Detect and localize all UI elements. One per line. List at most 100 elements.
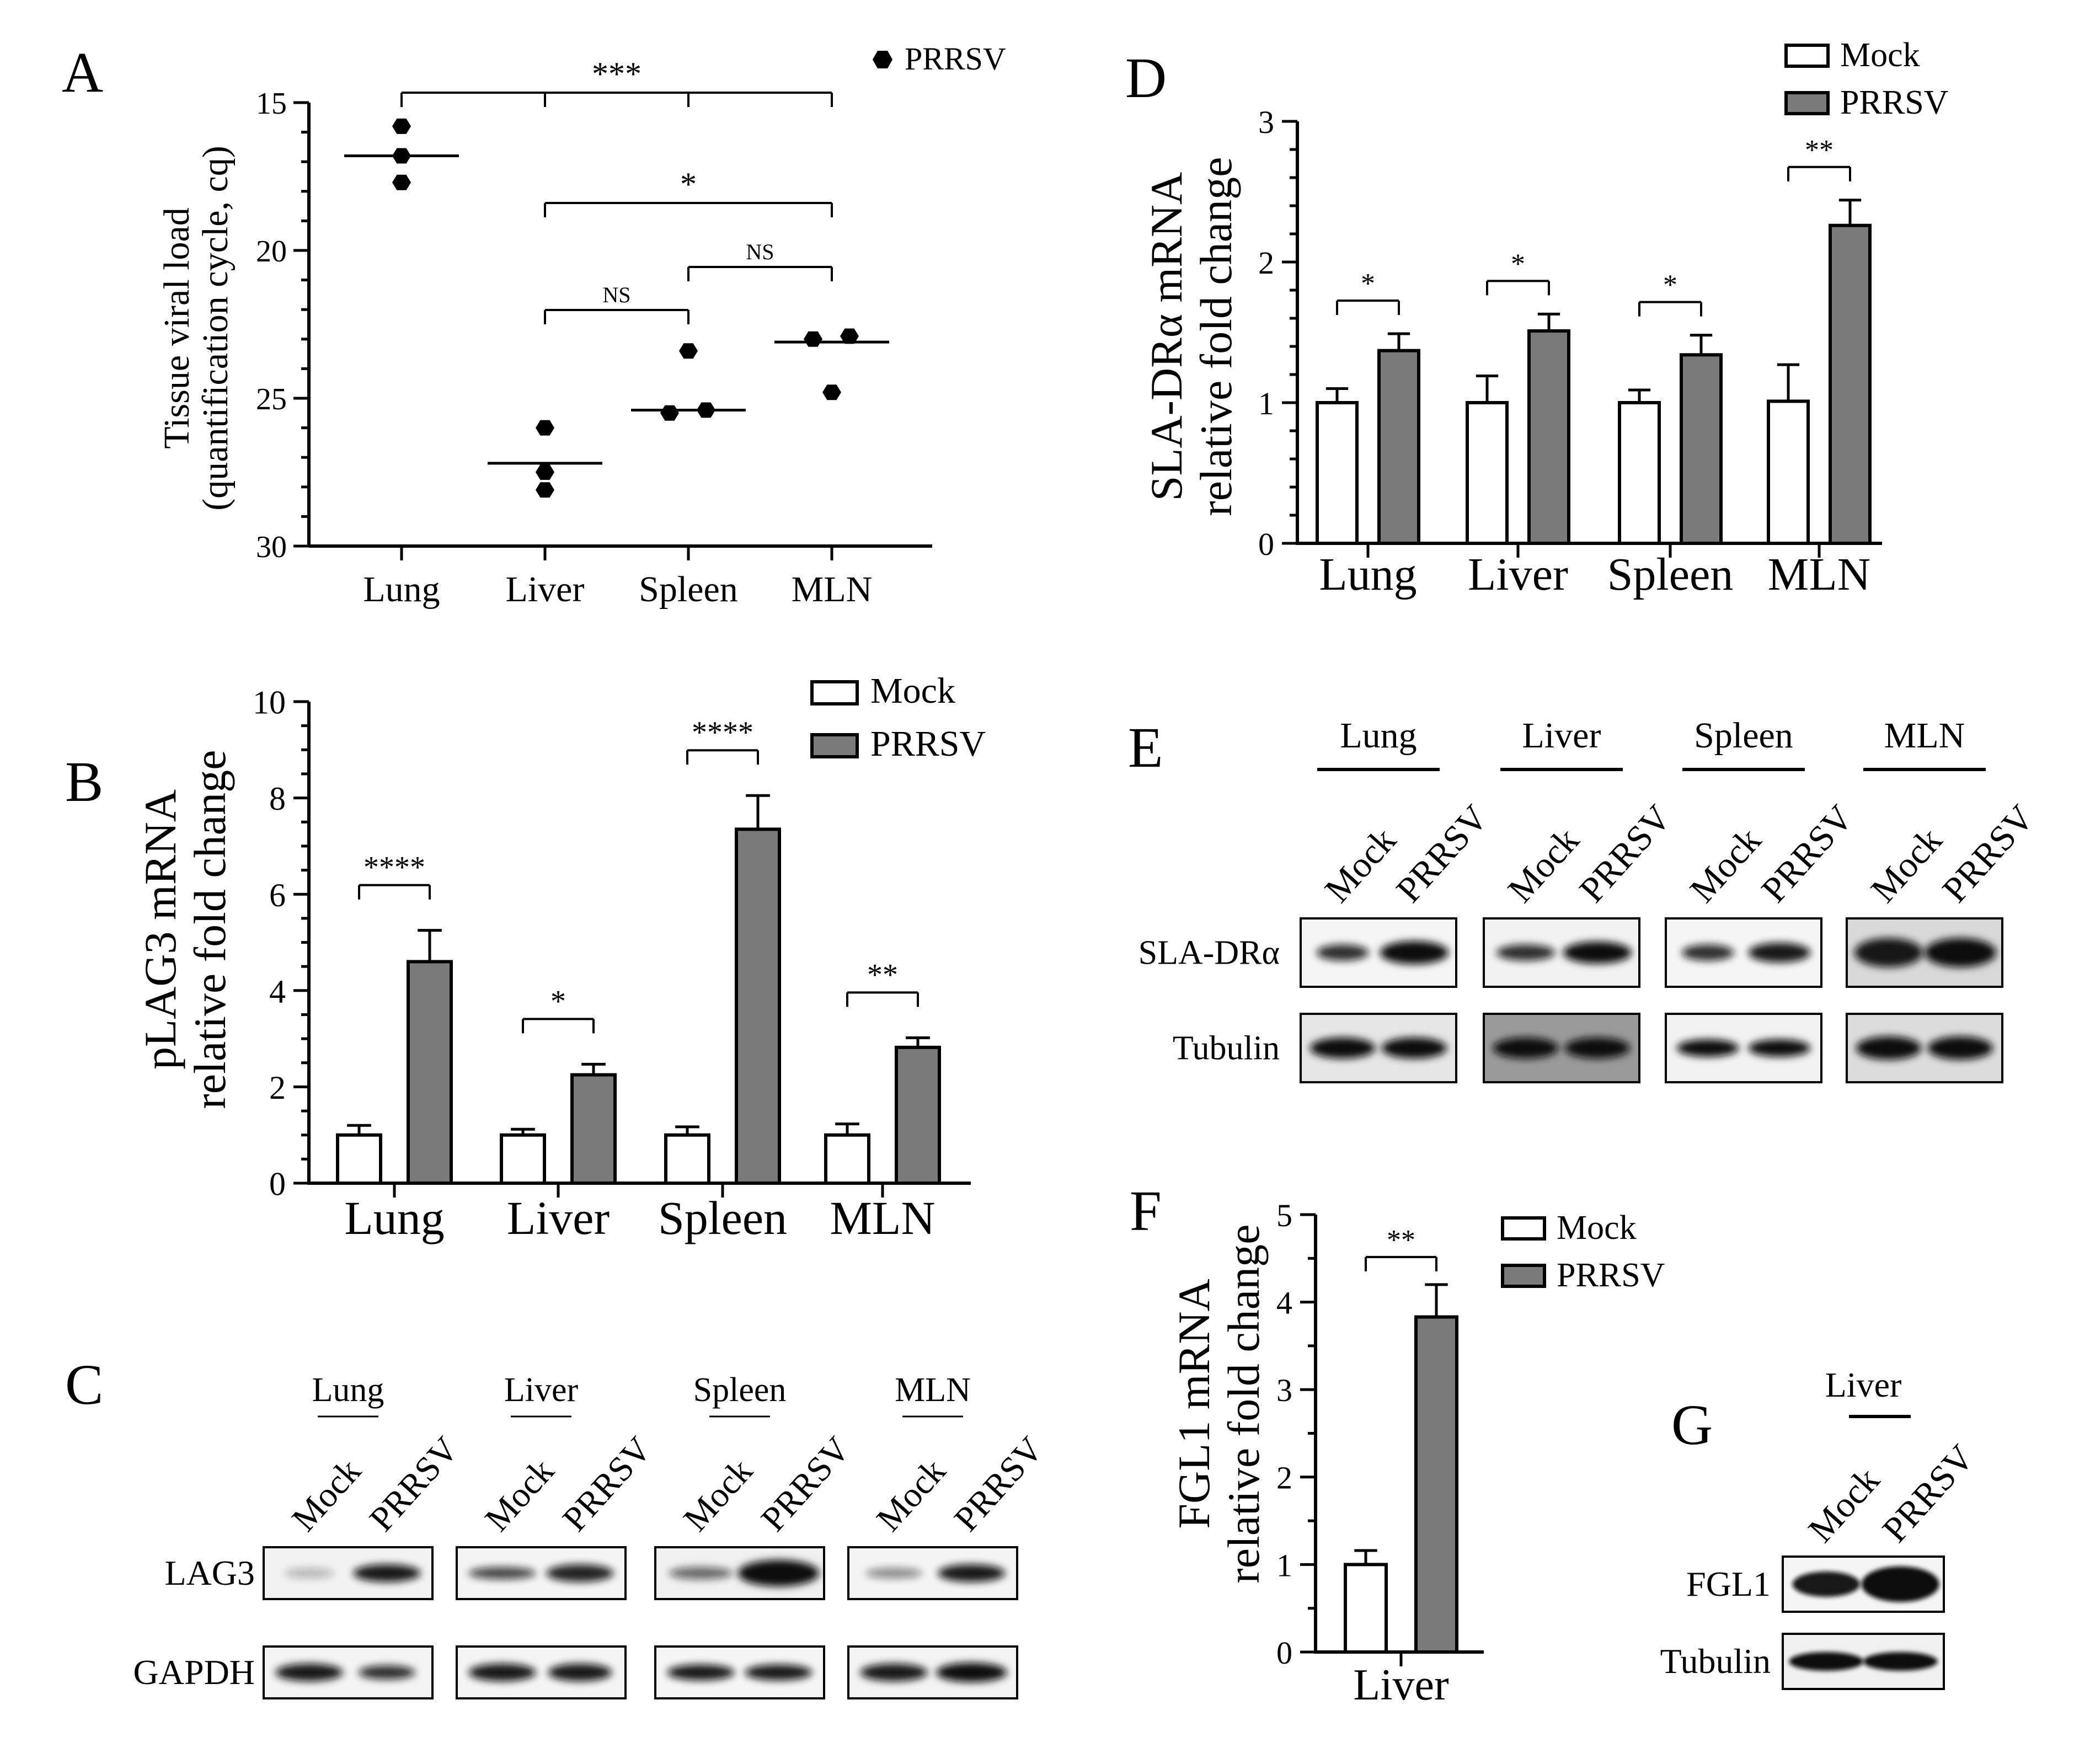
x-tick-label-liver: Liver — [507, 1191, 610, 1244]
panel-d-legend: Mock PRRSV — [1784, 36, 1949, 121]
significance-label: NS — [602, 282, 630, 307]
blot-band — [1924, 938, 1997, 967]
data-point-lung — [392, 148, 411, 164]
bar-mock-liver — [1344, 1563, 1388, 1654]
significance-bracket: ** — [1787, 135, 1851, 181]
blot-row-label-fgl1: FGL1 — [1686, 1564, 1771, 1603]
panel-a-ylabel-line2: (quantification cycle, cq) — [195, 146, 236, 511]
legend-prrsv-swatch — [810, 733, 859, 758]
significance-label: ** — [1387, 1225, 1415, 1256]
blot-lane-label-mock: Mock — [1682, 820, 1769, 910]
blot-band — [468, 1664, 536, 1681]
blot-lane-label-mock: Mock — [1863, 820, 1950, 910]
legend-prrsv-label: PRRSV — [1557, 1257, 1665, 1294]
bar-mock-mln — [824, 1133, 870, 1185]
y-tick-label: 0 — [1276, 1635, 1292, 1671]
panel-letter-f: F — [1130, 1179, 1162, 1243]
blot-band — [1681, 944, 1734, 961]
y-tick-label: 1 — [1276, 1547, 1292, 1583]
x-tick-label-lung: Lung — [1319, 549, 1417, 600]
blot-band — [938, 1564, 1006, 1582]
legend-prrsv-swatch — [1784, 91, 1830, 115]
blot-band — [1309, 1038, 1376, 1059]
blot-band — [548, 1664, 612, 1681]
panel-letter-e: E — [1128, 716, 1163, 779]
bar-prrsv-liver — [1414, 1315, 1458, 1654]
data-point-liver — [536, 464, 554, 480]
y-tick-label: 10 — [253, 685, 286, 721]
legend-mock-swatch — [1501, 1216, 1546, 1241]
bar-mock-liver — [500, 1133, 546, 1185]
panel-b-ylabel-line2: relative fold change — [185, 750, 235, 1109]
bar-prrsv-mln — [895, 1045, 941, 1185]
blot-band — [275, 1664, 343, 1681]
y-tick-label: 1 — [1258, 386, 1274, 421]
panel-d-ylabel-line2: relative fold change — [1191, 157, 1241, 516]
data-point-lung — [392, 174, 411, 190]
legend-prrsv-label: PRRSV — [870, 724, 986, 764]
blot-band — [468, 1567, 536, 1580]
panel-b-ylabel: pLAG3 mRNA relative fold change — [135, 750, 235, 1109]
blot-lane-label-prrsv: PRRSV — [947, 1429, 1050, 1538]
blot-band — [1748, 1039, 1811, 1057]
blot-band — [358, 1665, 415, 1680]
blot-band — [546, 1564, 614, 1582]
blot-lane-label-mock: Mock — [477, 1451, 562, 1538]
blot-band — [353, 1564, 421, 1582]
bar-prrsv-liver — [1527, 329, 1570, 545]
blot-lane-label-mock: Mock — [284, 1451, 368, 1538]
x-tick-label-spleen: Spleen — [639, 569, 738, 610]
data-point-spleen — [660, 405, 679, 421]
blot-row-label-gapdh: GAPDH — [133, 1653, 255, 1692]
panel-b-ylabel-line1: pLAG3 mRNA — [135, 789, 185, 1070]
y-tick-label: 20 — [256, 234, 287, 269]
blot-band — [737, 1560, 820, 1586]
bar-mock-mln — [1767, 399, 1810, 545]
blot-row-label-lag3: LAG3 — [164, 1553, 255, 1592]
blot-band — [1927, 1036, 1993, 1060]
legend-prrsv-swatch — [1501, 1264, 1546, 1288]
panel-b-bar-chart: 0 2 4 6 8 10 Lung **** Liver * Spleen **** MLN ** — [253, 685, 971, 1244]
blot-band — [1676, 1039, 1739, 1057]
blot-row-label-sla-dr: SLA-DRα — [1138, 934, 1280, 971]
x-tick-label-lung: Lung — [344, 1191, 445, 1244]
panel-letter-c: C — [65, 1353, 103, 1416]
y-tick-label: 4 — [1276, 1285, 1292, 1321]
y-tick-label: 0 — [269, 1166, 286, 1202]
blot-lane-label-prrsv: PRRSV — [1875, 1437, 1982, 1550]
bar-prrsv-spleen — [735, 827, 781, 1185]
blot-row-label-tubulin: Tubulin — [1173, 1029, 1280, 1067]
blot-group-label-mln: MLN — [895, 1371, 971, 1409]
y-tick-label: 0 — [1258, 526, 1274, 562]
x-tick-label-lung: Lung — [363, 569, 440, 610]
panel-f-bar-chart: 0 1 2 3 4 5 Liver ** — [1276, 1198, 1484, 1709]
blot-lane-label-prrsv: PRRSV — [1388, 798, 1495, 910]
y-tick-label: 5 — [1276, 1198, 1292, 1233]
blot-group-label-lung: Lung — [1340, 715, 1417, 756]
blot-band — [1854, 938, 1923, 967]
blot-lane-label-mock: Mock — [1500, 820, 1587, 910]
panel-letter-d: D — [1125, 46, 1167, 110]
significance-label: **** — [692, 715, 753, 750]
significance-label: **** — [364, 851, 425, 885]
x-tick-label-spleen: Spleen — [1607, 549, 1734, 600]
y-tick-label: 2 — [1276, 1460, 1292, 1496]
bar-mock-lung — [1316, 401, 1359, 545]
blot-group-label-lung: Lung — [312, 1371, 384, 1409]
blot-lane-label-mock: Mock — [869, 1451, 953, 1538]
blot-lane-label-prrsv: PRRSV — [555, 1429, 659, 1538]
blot-band — [1789, 1652, 1864, 1671]
significance-bracket: * — [1638, 270, 1702, 317]
legend-mock-swatch — [1784, 44, 1830, 68]
blot-band — [860, 1664, 928, 1681]
blot-band — [1496, 944, 1556, 961]
blot-group-label-liver: Liver — [504, 1371, 579, 1409]
significance-bracket: * — [1486, 248, 1550, 296]
blot-band — [936, 1663, 1007, 1682]
blot-lane-label-prrsv: PRRSV — [362, 1429, 466, 1538]
data-point-mln — [804, 331, 822, 347]
panel-a-ylabel-line1: Tissue viral load — [157, 207, 197, 449]
blot-band — [1748, 943, 1811, 963]
x-tick-label-spleen: Spleen — [658, 1191, 787, 1244]
